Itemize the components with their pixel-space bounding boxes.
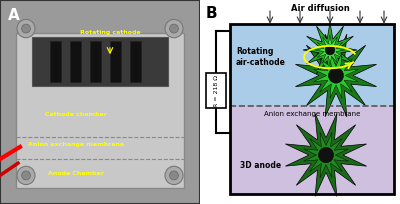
Text: 3D anode: 3D anode [240,161,281,170]
Circle shape [170,24,178,33]
Bar [110,41,121,82]
Circle shape [17,166,35,185]
Circle shape [328,68,344,83]
Circle shape [170,171,178,180]
Circle shape [17,19,35,38]
Circle shape [325,45,335,55]
Polygon shape [286,114,366,196]
Text: Anode Chamber: Anode Chamber [48,171,104,176]
Bar [206,73,226,108]
Polygon shape [304,132,348,178]
Polygon shape [303,22,357,78]
Bar [90,41,101,82]
Bar [130,41,141,82]
Text: A: A [8,8,20,23]
Circle shape [22,171,30,180]
Circle shape [318,147,334,163]
Polygon shape [315,35,345,65]
Text: Anion exchange membrane: Anion exchange membrane [28,142,124,147]
Circle shape [165,19,183,38]
Text: Cathode chamber: Cathode chamber [45,112,107,117]
Text: Rotating cathode: Rotating cathode [80,30,140,35]
Text: Anion exchange membrane: Anion exchange membrane [264,111,360,117]
Polygon shape [296,34,376,117]
Bar [70,41,81,82]
Circle shape [165,166,183,185]
Text: Air diffusion: Air diffusion [291,4,349,13]
Bar [32,37,168,86]
Bar [16,33,184,188]
Circle shape [22,24,30,33]
Text: Rotating
air-cathode: Rotating air-cathode [236,47,286,67]
Bar [230,106,394,194]
Polygon shape [314,53,358,98]
Text: B: B [206,6,218,21]
Bar [230,24,394,106]
Bar [230,24,394,194]
Bar [50,41,61,82]
Text: R = 218 Ω: R = 218 Ω [214,75,218,107]
